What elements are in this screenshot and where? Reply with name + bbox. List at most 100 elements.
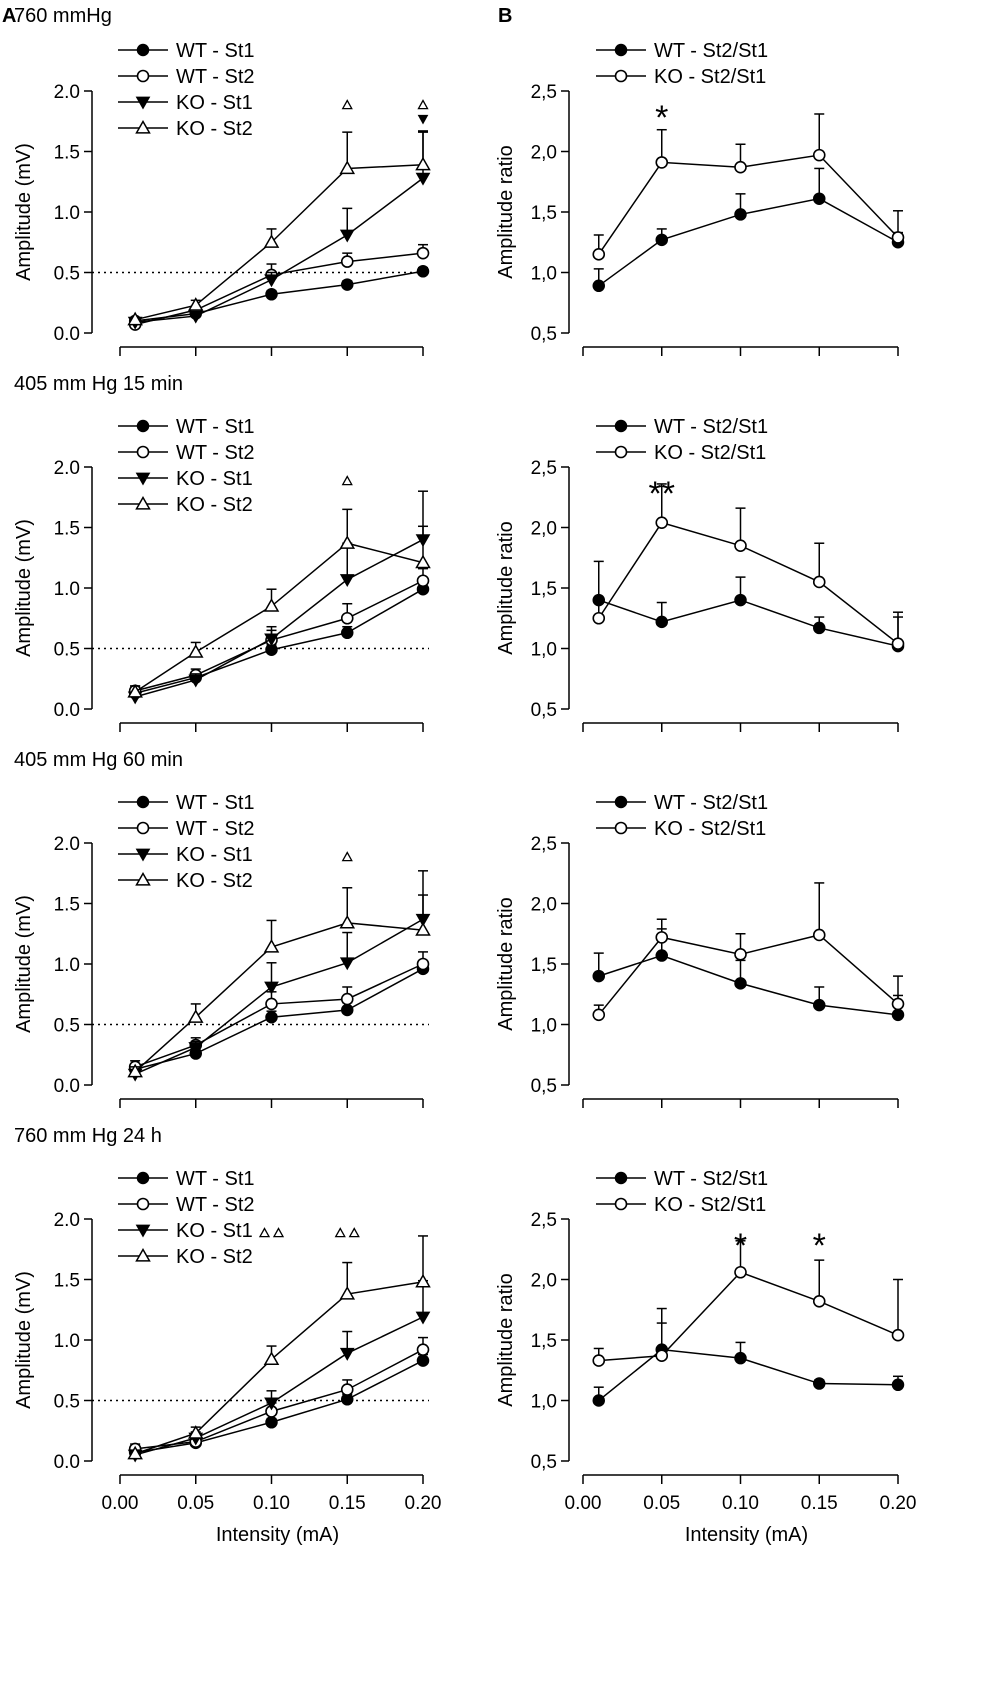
y-tick-label: 2,5 <box>531 834 557 855</box>
data-point <box>415 554 431 569</box>
y-tick-label: 1,0 <box>531 264 557 285</box>
data-point <box>341 278 354 291</box>
y-axis-label: Amplitude ratio <box>495 521 517 654</box>
y-tick-label: 2.0 <box>54 834 80 855</box>
legend-marker <box>136 69 150 83</box>
y-tick-label: 0.0 <box>54 1076 80 1097</box>
data-point <box>340 992 354 1006</box>
series-ko-st2-st1 <box>592 483 905 650</box>
y-tick-label: 1,0 <box>531 1016 557 1037</box>
data-point <box>339 914 356 929</box>
data-point <box>592 248 606 261</box>
legend: WT - St2/St1 KO - St2/St1 <box>596 1168 768 1216</box>
y-tick-label: 2.0 <box>54 458 80 479</box>
significance-marker <box>258 1227 271 1238</box>
x-axis-label: Intensity (mA) <box>216 1524 339 1546</box>
legend-label: KO - St2/St1 <box>654 66 766 88</box>
y-axis-label: Amplitude ratio <box>495 897 517 1030</box>
significance-marker <box>272 1227 285 1238</box>
data-point <box>264 981 279 995</box>
condition-title: 760 mmHg <box>14 5 112 27</box>
data-point <box>416 574 430 588</box>
data-point <box>265 997 278 1011</box>
significance-marker <box>334 1227 346 1238</box>
data-point <box>127 1063 143 1078</box>
y-tick-label: 2,5 <box>531 1210 557 1231</box>
condition-title: 405 mm Hg 60 min <box>14 749 183 771</box>
data-point <box>734 160 747 174</box>
legend-marker <box>135 1224 151 1238</box>
data-point <box>734 208 747 221</box>
significance-marker <box>341 851 353 862</box>
data-point <box>187 1009 204 1023</box>
data-point <box>341 1003 354 1017</box>
y-tick-label: 2,0 <box>531 143 557 164</box>
data-point <box>655 949 668 962</box>
data-point <box>127 311 143 326</box>
legend-marker <box>135 119 151 134</box>
legend-marker <box>614 445 628 459</box>
y-tick-label: 2,0 <box>531 519 557 540</box>
y-tick-label: 0.5 <box>54 640 80 661</box>
legend-label: WT - St2 <box>176 1194 255 1216</box>
legend-label: WT - St2 <box>176 442 255 464</box>
data-point <box>592 1394 605 1407</box>
x-tick-label: 0.20 <box>405 1493 442 1514</box>
series-ko-st2 <box>127 1235 431 1460</box>
legend-label: WT - St2 <box>176 66 255 88</box>
data-point <box>340 611 354 625</box>
legend-marker <box>614 795 628 809</box>
data-point <box>592 1008 606 1022</box>
legend-marker <box>135 871 151 886</box>
y-tick-label: 0,5 <box>531 1076 557 1097</box>
chart-a-row3: 405 mm Hg 60 min 0.0 0.5 1.0 1.5 2.0 Amplitude… <box>13 749 431 1108</box>
y-tick-label: 2,5 <box>531 458 557 479</box>
legend-label: WT - St1 <box>176 40 255 62</box>
series-ko-st2 <box>127 508 431 698</box>
data-point <box>339 574 355 588</box>
data-point <box>265 1010 278 1024</box>
data-point <box>734 1265 747 1279</box>
data-point <box>187 1425 204 1439</box>
y-tick-label: 1,5 <box>531 203 557 224</box>
data-point <box>264 633 279 647</box>
legend-marker <box>135 1247 151 1262</box>
series-ko-st2-st1 <box>592 1240 905 1367</box>
data-point <box>339 160 356 175</box>
significance-marker <box>341 99 353 110</box>
y-axis-label: Amplitude ratio <box>495 1273 517 1406</box>
y-tick-label: 1.5 <box>54 1271 80 1292</box>
condition-title: 760 mm Hg 24 h <box>14 1125 162 1147</box>
y-axis-label: Amplitude (mV) <box>13 519 35 657</box>
data-point <box>263 598 280 612</box>
legend-label: KO - St1 <box>176 92 253 114</box>
data-point <box>592 1354 606 1367</box>
y-tick-label: 2.0 <box>54 82 80 103</box>
y-tick-label: 0.0 <box>54 324 80 345</box>
x-tick-label: 0.10 <box>253 1493 290 1514</box>
y-tick-label: 1,5 <box>531 1331 557 1352</box>
series-wt-st1 <box>128 960 430 1076</box>
data-point <box>734 1351 747 1365</box>
data-point <box>891 1008 905 1022</box>
y-tick-label: 0,5 <box>531 324 557 345</box>
data-point <box>734 539 747 552</box>
y-tick-label: 1.0 <box>54 579 80 600</box>
significance-marker <box>341 475 353 486</box>
legend-label: WT - St1 <box>176 792 255 814</box>
data-point <box>655 233 668 247</box>
data-point <box>339 957 355 971</box>
y-tick-label: 2,0 <box>531 1271 557 1292</box>
data-point <box>734 948 747 961</box>
y-tick-label: 1,5 <box>531 579 557 600</box>
x-axis-label: Intensity (mA) <box>685 1524 808 1546</box>
data-point <box>891 1328 905 1342</box>
series-ko-st2 <box>127 887 431 1078</box>
y-tick-label: 1.0 <box>54 955 80 976</box>
y-tick-label: 1,0 <box>531 640 557 661</box>
significance-star: ** <box>649 475 675 513</box>
y-tick-label: 0,5 <box>531 1452 557 1473</box>
significance-marker <box>348 1227 360 1238</box>
